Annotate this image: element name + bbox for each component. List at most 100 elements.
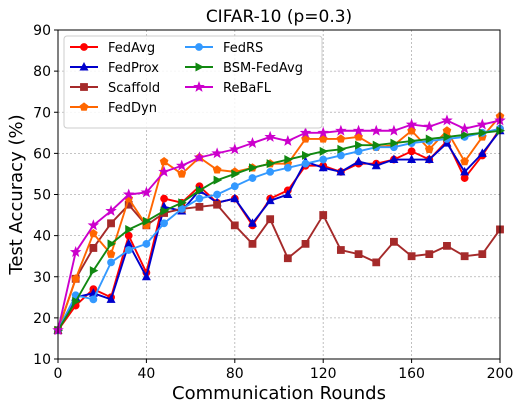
data-point-fedprox xyxy=(477,148,487,157)
data-point-rebafl xyxy=(370,124,383,136)
data-point-bsm-fedavg xyxy=(461,130,470,140)
series-layer xyxy=(52,111,506,336)
x-tick-label: 40 xyxy=(137,366,155,382)
data-point-bsm-fedavg xyxy=(125,224,134,234)
data-point-feddyn xyxy=(71,274,81,283)
legend: FedAvg FedProx Scaffold FedDyn FedRS BSM-FedA… xyxy=(63,35,323,129)
y-tick-label: 60 xyxy=(33,146,51,162)
legend-marker xyxy=(80,83,88,91)
data-point-scaffold xyxy=(460,252,469,261)
data-point-rebafl xyxy=(229,143,241,155)
legend-label: FedRS xyxy=(223,41,263,56)
y-tick-label: 80 xyxy=(33,64,51,80)
y-tick-label: 90 xyxy=(33,23,51,39)
series-line-fedavg xyxy=(57,128,501,331)
legend-entry-fedprox: FedProx xyxy=(70,61,159,76)
data-point-feddyn xyxy=(106,249,116,258)
data-point-fedprox xyxy=(283,189,293,198)
data-point-rebafl xyxy=(87,219,100,231)
data-point-rebafl xyxy=(282,134,294,146)
x-tick-label: 200 xyxy=(487,366,514,382)
data-point-bsm-fedavg xyxy=(213,175,223,185)
x-axis-title: Communication Rounds xyxy=(172,383,386,404)
data-point-bsm-fedavg xyxy=(195,185,205,195)
y-tick-label: 10 xyxy=(33,352,51,368)
data-point-fedrs xyxy=(124,246,133,254)
data-point-fedrs xyxy=(319,155,328,164)
data-point-bsm-fedavg xyxy=(72,296,81,306)
legend-marker xyxy=(80,43,88,51)
data-point-fedprox xyxy=(106,294,116,303)
data-point-bsm-fedavg xyxy=(107,239,117,249)
series-fedprox xyxy=(53,125,505,334)
series-bsm-fedavg xyxy=(54,126,506,335)
legend-label: FedProx xyxy=(108,61,159,76)
data-point-fedprox xyxy=(371,160,381,170)
data-point-bsm-fedavg xyxy=(231,169,240,179)
series-line-bsm-fedavg xyxy=(57,129,501,331)
y-tick-label: 40 xyxy=(33,229,51,245)
legend-label: FedDyn xyxy=(108,101,157,116)
x-tick-label: 80 xyxy=(226,366,244,382)
data-point-bsm-fedavg xyxy=(319,146,329,156)
data-point-fedavg xyxy=(460,174,469,182)
data-point-fedavg xyxy=(407,147,416,156)
data-point-bsm-fedavg xyxy=(178,198,187,208)
data-point-fedprox xyxy=(265,195,275,205)
data-point-fedprox xyxy=(354,156,364,166)
legend-marker xyxy=(195,43,203,51)
data-point-bsm-fedavg xyxy=(142,216,152,226)
data-point-feddyn xyxy=(442,126,452,135)
data-point-rebafl xyxy=(441,114,453,126)
axis-ticks: 0 40 80 120 160 200 10 20 30 40 50 60 70 80 90 xyxy=(33,23,513,382)
legend-label: FedAvg xyxy=(108,41,155,56)
y-tick-label: 70 xyxy=(33,105,51,121)
y-tick-label: 50 xyxy=(33,188,51,204)
legend-entry-rebafl: ReBaFL xyxy=(185,80,272,96)
data-point-rebafl xyxy=(317,126,329,138)
legend-entry-fedavg: FedAvg xyxy=(70,41,155,56)
data-point-rebafl xyxy=(458,122,471,134)
data-point-bsm-fedavg xyxy=(443,132,453,142)
data-point-bsm-fedavg xyxy=(478,128,488,138)
data-point-scaffold xyxy=(336,246,345,254)
data-point-rebafl xyxy=(423,120,436,132)
data-point-fedrs xyxy=(107,258,115,267)
data-point-scaffold xyxy=(266,215,275,224)
data-point-bsm-fedavg xyxy=(496,126,506,136)
data-point-bsm-fedavg xyxy=(89,266,99,276)
data-point-feddyn xyxy=(159,157,169,166)
data-point-fedprox xyxy=(230,193,240,203)
data-point-rebafl xyxy=(122,188,135,200)
series-fedrs xyxy=(54,124,504,335)
data-point-rebafl xyxy=(158,165,170,177)
series-line-scaffold xyxy=(57,203,501,331)
series-fedavg xyxy=(54,124,504,335)
data-point-scaffold xyxy=(319,211,328,219)
data-point-rebafl xyxy=(476,118,489,130)
data-point-fedprox xyxy=(336,166,346,176)
data-point-bsm-fedavg xyxy=(390,138,399,148)
legend-marker xyxy=(195,62,205,72)
data-point-scaffold xyxy=(354,250,363,259)
data-point-rebafl xyxy=(105,204,117,216)
data-point-rebafl xyxy=(69,246,82,257)
data-point-fedrs xyxy=(213,190,222,199)
x-tick-label: 0 xyxy=(54,366,63,382)
x-tick-label: 120 xyxy=(310,366,337,382)
data-point-bsm-fedavg xyxy=(284,155,293,165)
data-point-fedrs xyxy=(160,219,168,228)
data-point-bsm-fedavg xyxy=(355,140,364,150)
data-point-scaffold xyxy=(372,258,381,267)
data-point-fedrs xyxy=(266,167,275,176)
data-point-scaffold xyxy=(195,202,204,211)
data-point-feddyn xyxy=(336,134,346,143)
data-point-rebafl xyxy=(299,126,312,138)
data-point-fedavg xyxy=(160,194,168,203)
data-point-rebafl xyxy=(388,124,400,136)
data-point-scaffold xyxy=(301,239,310,248)
data-point-feddyn xyxy=(460,157,469,166)
y-axis-title: Test Accuracy (%) xyxy=(6,114,27,275)
data-point-scaffold xyxy=(390,237,398,246)
legend-box xyxy=(63,35,323,129)
